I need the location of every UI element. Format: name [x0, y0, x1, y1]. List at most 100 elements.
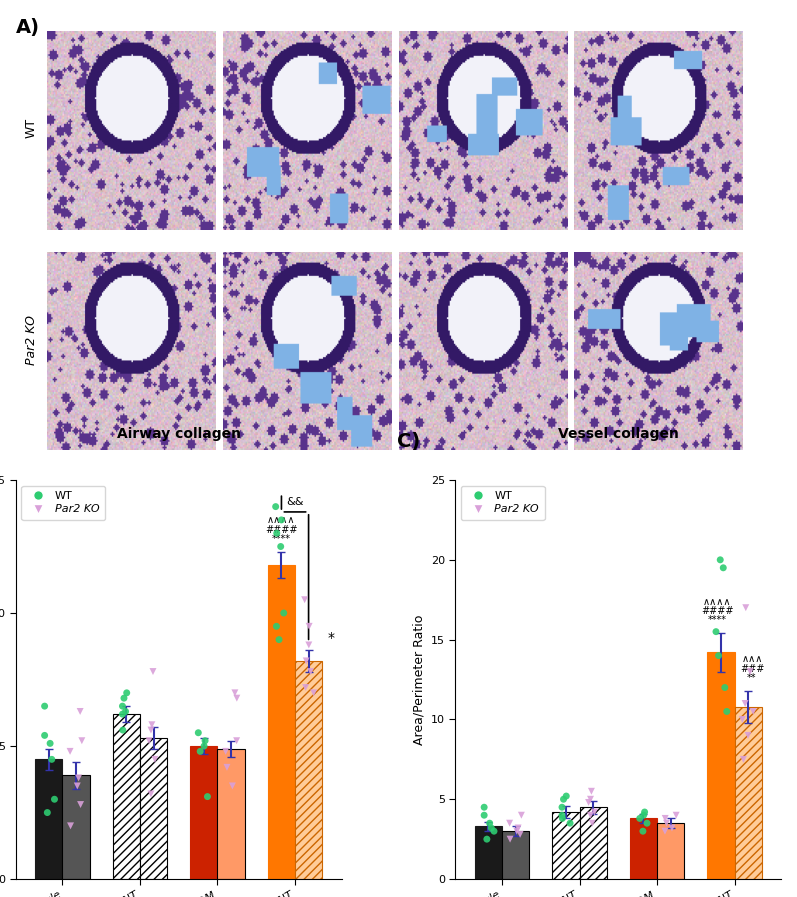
Text: &&: &&	[286, 497, 304, 507]
Point	[120, 685, 133, 700]
Point	[299, 680, 312, 694]
Point	[147, 665, 159, 679]
Point	[45, 753, 58, 767]
Point	[638, 808, 650, 823]
Point	[116, 723, 129, 737]
Point	[714, 553, 727, 567]
Bar	[295, 661, 322, 879]
Point	[660, 816, 673, 831]
Point	[44, 736, 57, 751]
Point	[146, 718, 159, 732]
Point	[584, 808, 597, 823]
Point	[74, 797, 87, 812]
Point	[742, 728, 755, 743]
Point	[48, 792, 61, 806]
Point	[198, 734, 211, 748]
Point	[718, 680, 731, 694]
Point	[221, 760, 234, 774]
Point	[219, 745, 232, 759]
Bar	[552, 812, 579, 879]
Point	[637, 824, 650, 839]
Point	[148, 753, 161, 767]
Point	[485, 821, 497, 835]
Point	[737, 753, 750, 767]
Text: HDM + MWCNT: HDM + MWCNT	[584, 31, 703, 45]
Point	[73, 771, 85, 785]
Point	[277, 605, 290, 620]
Point	[563, 816, 576, 831]
Point	[556, 808, 568, 823]
Point	[659, 811, 672, 825]
Bar	[113, 714, 140, 879]
Point	[269, 500, 282, 514]
Bar	[140, 738, 167, 879]
Bar	[579, 807, 607, 879]
Point	[198, 739, 210, 753]
Text: WT: WT	[25, 118, 37, 138]
Point	[717, 561, 729, 575]
Point	[736, 712, 748, 727]
Text: ∧∧∧
###
**: ∧∧∧ ### **	[740, 654, 764, 683]
Point	[720, 704, 733, 718]
Point	[229, 685, 241, 700]
Point	[515, 808, 528, 823]
Bar	[268, 565, 295, 879]
Point	[144, 787, 157, 801]
Text: C): C)	[397, 432, 420, 451]
Text: Vehicle: Vehicle	[103, 31, 159, 45]
Point	[275, 513, 288, 527]
Point	[503, 816, 516, 831]
Bar	[735, 707, 762, 879]
Point	[274, 539, 287, 553]
Point	[120, 704, 132, 718]
Point	[665, 821, 678, 835]
Text: *: *	[328, 631, 335, 645]
Point	[303, 619, 316, 633]
Point	[74, 704, 87, 718]
Point	[583, 796, 595, 810]
Point	[192, 726, 205, 740]
Text: HDM: HDM	[457, 31, 493, 45]
Point	[584, 792, 597, 806]
Point	[669, 808, 682, 823]
Bar	[708, 652, 735, 879]
Point	[512, 821, 524, 835]
Point	[116, 707, 129, 721]
Bar	[35, 760, 62, 879]
Bar	[502, 832, 529, 879]
Point	[230, 734, 243, 748]
Point	[116, 699, 129, 713]
Point	[298, 593, 311, 607]
Point	[488, 824, 501, 839]
Point	[585, 784, 598, 798]
Legend: WT, Par2 KO: WT, Par2 KO	[22, 485, 105, 520]
Point	[559, 788, 572, 803]
Point	[483, 816, 496, 831]
Bar	[218, 749, 245, 879]
Point	[76, 734, 88, 748]
Point	[658, 824, 671, 839]
Point	[230, 691, 243, 705]
Text: ∧∧∧∧
####
****: ∧∧∧∧ #### ****	[701, 597, 733, 625]
Bar	[475, 826, 502, 879]
Bar	[630, 818, 657, 879]
Point	[586, 816, 599, 831]
Point	[38, 728, 51, 743]
Point	[201, 789, 214, 804]
Point	[71, 779, 84, 793]
Point	[634, 811, 646, 825]
Point	[739, 696, 752, 710]
Title: Vessel collagen: Vessel collagen	[558, 427, 679, 441]
Point	[300, 654, 312, 668]
Text: A): A)	[16, 18, 40, 37]
Point	[588, 805, 601, 819]
Point	[143, 734, 155, 748]
Point	[302, 638, 315, 652]
Point	[304, 665, 317, 679]
Text: MWCNT: MWCNT	[269, 31, 329, 45]
Point	[747, 704, 760, 718]
Point	[514, 827, 527, 841]
Point	[740, 600, 752, 614]
Point	[556, 811, 569, 825]
Title: Airway collagen: Airway collagen	[116, 427, 241, 441]
